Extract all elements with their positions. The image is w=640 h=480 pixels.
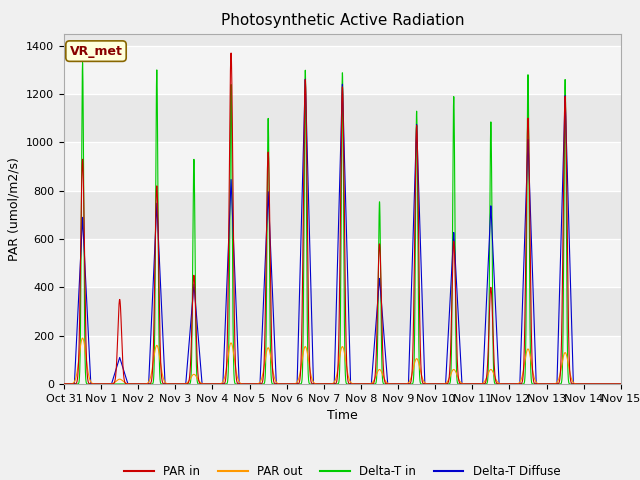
Y-axis label: PAR (umol/m2/s): PAR (umol/m2/s) bbox=[8, 157, 20, 261]
Legend: PAR in, PAR out, Delta-T in, Delta-T Diffuse: PAR in, PAR out, Delta-T in, Delta-T Dif… bbox=[120, 461, 565, 480]
X-axis label: Time: Time bbox=[327, 409, 358, 422]
Title: Photosynthetic Active Radiation: Photosynthetic Active Radiation bbox=[221, 13, 464, 28]
Bar bbox=[64, 336, 621, 384]
Text: VR_met: VR_met bbox=[70, 45, 122, 58]
Bar bbox=[64, 239, 621, 288]
Bar bbox=[64, 143, 621, 191]
Bar bbox=[64, 46, 621, 94]
